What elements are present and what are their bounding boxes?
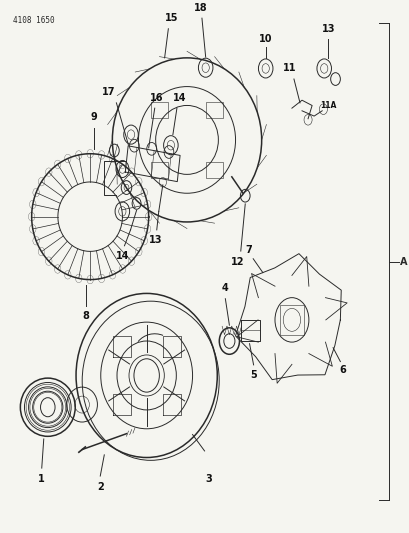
Bar xyxy=(279,304,303,335)
Text: 14: 14 xyxy=(173,93,187,102)
Bar xyxy=(151,102,167,118)
Text: 12: 12 xyxy=(230,257,244,266)
Text: 10: 10 xyxy=(258,34,272,44)
Text: 15: 15 xyxy=(165,13,178,23)
Bar xyxy=(206,162,222,178)
Text: 8: 8 xyxy=(83,311,89,321)
Text: 4108 1650: 4108 1650 xyxy=(13,15,55,25)
Text: 13: 13 xyxy=(149,236,162,246)
Text: 17: 17 xyxy=(101,87,115,97)
Text: 11: 11 xyxy=(283,63,296,74)
Text: 4: 4 xyxy=(221,283,228,293)
Text: 7: 7 xyxy=(245,245,251,255)
Text: 6: 6 xyxy=(339,365,345,375)
Text: 11A: 11A xyxy=(319,101,336,110)
Text: 2: 2 xyxy=(97,482,103,491)
Circle shape xyxy=(40,398,55,417)
Text: 1: 1 xyxy=(38,474,45,483)
Bar xyxy=(151,162,167,178)
Text: 5: 5 xyxy=(249,370,256,381)
Circle shape xyxy=(134,359,159,392)
Text: 18: 18 xyxy=(193,3,207,13)
Text: 9: 9 xyxy=(91,112,97,122)
Text: 3: 3 xyxy=(205,474,212,483)
Text: 16: 16 xyxy=(150,93,163,102)
Text: 13: 13 xyxy=(321,24,334,34)
Bar xyxy=(206,102,222,118)
Text: A: A xyxy=(399,257,407,266)
Text: 14: 14 xyxy=(115,252,129,261)
